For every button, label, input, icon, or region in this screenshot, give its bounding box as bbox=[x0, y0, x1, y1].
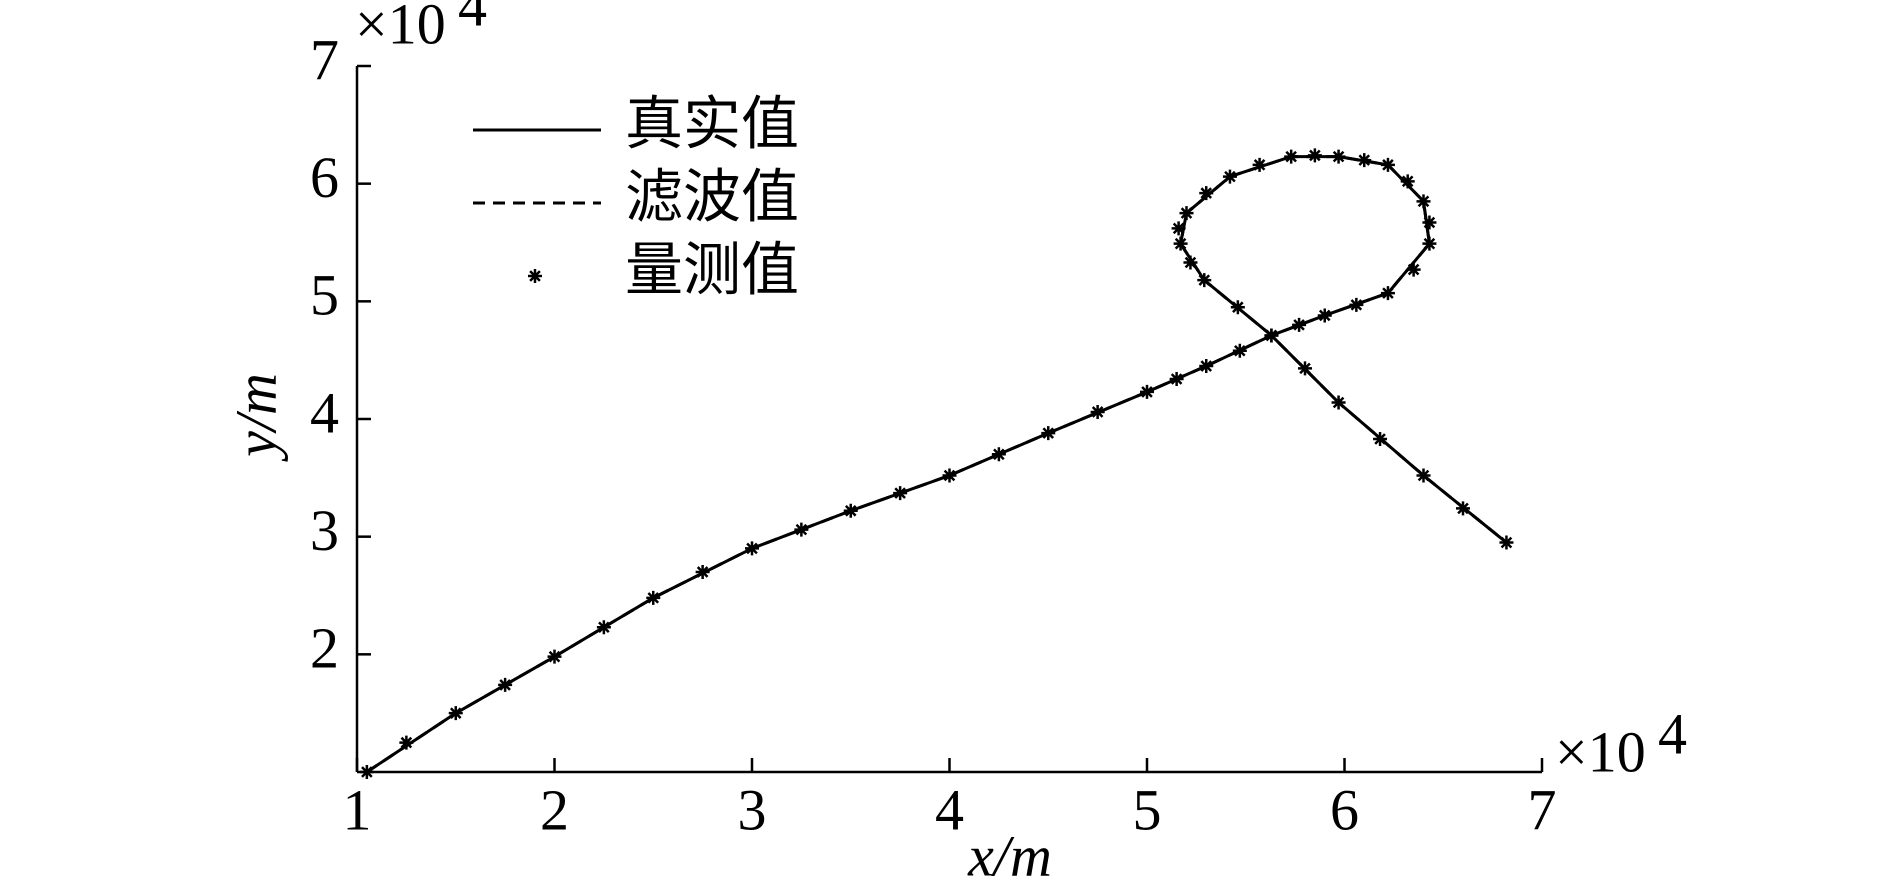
marker bbox=[596, 620, 611, 635]
marker bbox=[1090, 404, 1105, 419]
marker bbox=[942, 468, 957, 483]
legend-marker bbox=[528, 269, 542, 283]
marker bbox=[1199, 359, 1214, 374]
marker bbox=[359, 765, 374, 779]
marker bbox=[1317, 308, 1332, 323]
marker bbox=[1171, 221, 1186, 236]
marker bbox=[1173, 236, 1188, 251]
series-line bbox=[366, 155, 1508, 774]
marker bbox=[1222, 169, 1237, 184]
marker bbox=[399, 735, 414, 750]
x-tick-label: 6 bbox=[1330, 777, 1359, 842]
marker bbox=[1264, 328, 1279, 343]
x-tick-label: 2 bbox=[540, 777, 569, 842]
marker bbox=[498, 677, 513, 692]
marker bbox=[1357, 153, 1372, 168]
marker bbox=[1298, 361, 1312, 376]
marker bbox=[1331, 395, 1346, 410]
y-tick-label: 7 bbox=[310, 27, 339, 92]
marker bbox=[1422, 236, 1437, 251]
marker bbox=[1456, 501, 1470, 516]
marker bbox=[991, 447, 1006, 462]
marker bbox=[1232, 343, 1247, 358]
marker bbox=[1380, 286, 1395, 301]
x-tick-label: 5 bbox=[1133, 777, 1162, 842]
marker bbox=[1292, 317, 1307, 332]
marker bbox=[1422, 215, 1437, 230]
marker bbox=[1307, 148, 1322, 163]
x-tick-label: 1 bbox=[343, 777, 372, 842]
x-multiplier-exponent: 4 bbox=[1658, 701, 1687, 766]
x-tick-label: 4 bbox=[935, 777, 964, 842]
marker bbox=[1140, 384, 1154, 399]
legend-label: 真实值 bbox=[625, 91, 799, 156]
y-tick-label: 5 bbox=[310, 263, 339, 328]
marker bbox=[1349, 297, 1364, 312]
marker bbox=[1400, 174, 1415, 189]
marker bbox=[1199, 186, 1214, 201]
y-tick-label: 3 bbox=[310, 498, 339, 563]
marker bbox=[745, 541, 759, 556]
marker bbox=[1230, 300, 1245, 315]
y-axis-label: y/m bbox=[223, 373, 288, 462]
marker bbox=[1373, 432, 1388, 447]
marker bbox=[1499, 535, 1514, 550]
marker bbox=[448, 706, 463, 721]
marker bbox=[1169, 371, 1184, 386]
marker bbox=[1179, 206, 1194, 221]
marker bbox=[1183, 255, 1198, 270]
legend-label: 滤波值 bbox=[625, 164, 799, 229]
marker bbox=[1406, 262, 1421, 277]
marker bbox=[1331, 149, 1346, 164]
marker bbox=[646, 590, 661, 605]
marker bbox=[695, 564, 710, 579]
marker bbox=[893, 486, 908, 501]
marker bbox=[1380, 157, 1395, 172]
y-multiplier: ×10 bbox=[355, 0, 446, 56]
y-multiplier-exponent: 4 bbox=[458, 0, 487, 38]
marker bbox=[794, 522, 809, 537]
marker bbox=[547, 649, 562, 664]
marker bbox=[1416, 468, 1431, 483]
y-tick-label: 2 bbox=[310, 616, 339, 681]
series-line bbox=[366, 155, 1508, 774]
marker bbox=[1197, 273, 1212, 288]
x-axis-label: x/m bbox=[967, 823, 1052, 886]
marker bbox=[843, 503, 858, 518]
marker bbox=[1284, 149, 1299, 164]
x-tick-label: 3 bbox=[738, 777, 767, 842]
x-tick-label: 7 bbox=[1528, 777, 1557, 842]
marker bbox=[1252, 157, 1267, 172]
marker bbox=[1416, 194, 1431, 209]
x-multiplier: ×10 bbox=[1555, 719, 1646, 784]
y-tick-label: 6 bbox=[310, 145, 339, 210]
legend-label: 量测值 bbox=[625, 237, 799, 302]
marker bbox=[1041, 426, 1056, 441]
y-tick-label: 4 bbox=[310, 380, 339, 445]
